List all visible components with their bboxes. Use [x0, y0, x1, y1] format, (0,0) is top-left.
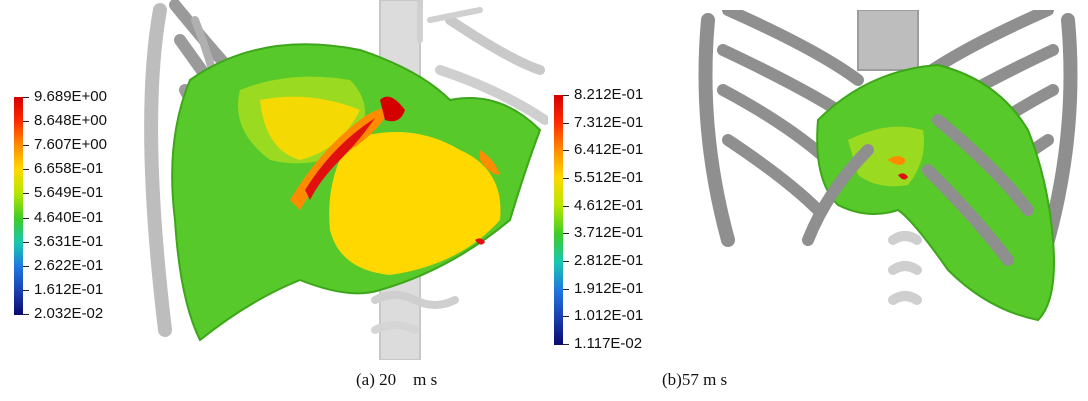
legend-tick [563, 316, 569, 317]
legend-label: 7.607E+00 [34, 136, 107, 153]
caption-b: (b)57 m s [662, 370, 728, 389]
legend-tick [563, 150, 569, 151]
legend-tick [23, 121, 29, 122]
legend-tick [23, 266, 29, 267]
legend-tick [563, 289, 569, 290]
legend-label: 3.712E-01 [574, 224, 644, 241]
legend-label: 1.117E-02 [574, 335, 643, 352]
legend-tick [23, 169, 29, 170]
legend-tick [23, 97, 29, 98]
legend-label: 8.648E+00 [34, 112, 107, 129]
legend-label: 1.612E-01 [34, 281, 104, 298]
legend-label: 1.912E-01 [574, 280, 644, 297]
legend-label: 1.012E-01 [574, 307, 644, 324]
high-stress-zone [329, 132, 501, 275]
legend-tick [23, 314, 29, 315]
panel-a: 9.689E+00 8.648E+00 7.607E+00 6.658E-01 5.64… [0, 0, 550, 389]
legend-label: 5.512E-01 [574, 169, 644, 186]
legend-tick [563, 95, 569, 96]
legend-tick [23, 218, 29, 219]
caption-a: (a) 20 m s [356, 370, 438, 389]
legend-tick [563, 178, 569, 179]
legend-label: 9.689E+00 [34, 88, 107, 105]
liver-stress-plot-20ms [144, 0, 550, 360]
legend-label: 2.032E-02 [34, 305, 104, 322]
ribcage-image [144, 0, 550, 360]
legend-label: 6.412E-01 [574, 141, 644, 158]
legend-label: 6.658E-01 [34, 160, 104, 177]
legend-tick [23, 145, 29, 146]
legend-label: 7.312E-01 [574, 114, 644, 131]
legend-tick [563, 123, 569, 124]
legend-label: 4.640E-01 [34, 209, 104, 226]
legend-label: 4.612E-01 [574, 197, 644, 214]
legend-tick [563, 233, 569, 234]
legend-label: 5.649E-01 [34, 184, 104, 201]
legend-tick [563, 344, 569, 345]
legend-bar [14, 97, 23, 315]
liver-region [816, 63, 1055, 322]
legend-tick [563, 206, 569, 207]
legend-label: 2.812E-01 [574, 252, 644, 269]
legend-tick [563, 261, 569, 262]
legend-tick [23, 290, 29, 291]
liver-stress-plot-57ms [698, 10, 1078, 322]
legend-bar [554, 95, 563, 345]
legend-label: 3.631E-01 [34, 233, 104, 250]
legend-label: 8.212E-01 [574, 86, 644, 103]
legend-tick [23, 242, 29, 243]
color-legend-a: 9.689E+00 8.648E+00 7.607E+00 6.658E-01 5.64… [14, 89, 144, 322]
legend-label: 2.622E-01 [34, 257, 104, 274]
color-legend-b: 8.212E-01 7.312E-01 6.412E-01 5.512E-01 4.61… [554, 87, 684, 352]
panel-b: 8.212E-01 7.312E-01 6.412E-01 5.512E-01 4.61… [548, 0, 1088, 389]
legend-tick [23, 193, 29, 194]
